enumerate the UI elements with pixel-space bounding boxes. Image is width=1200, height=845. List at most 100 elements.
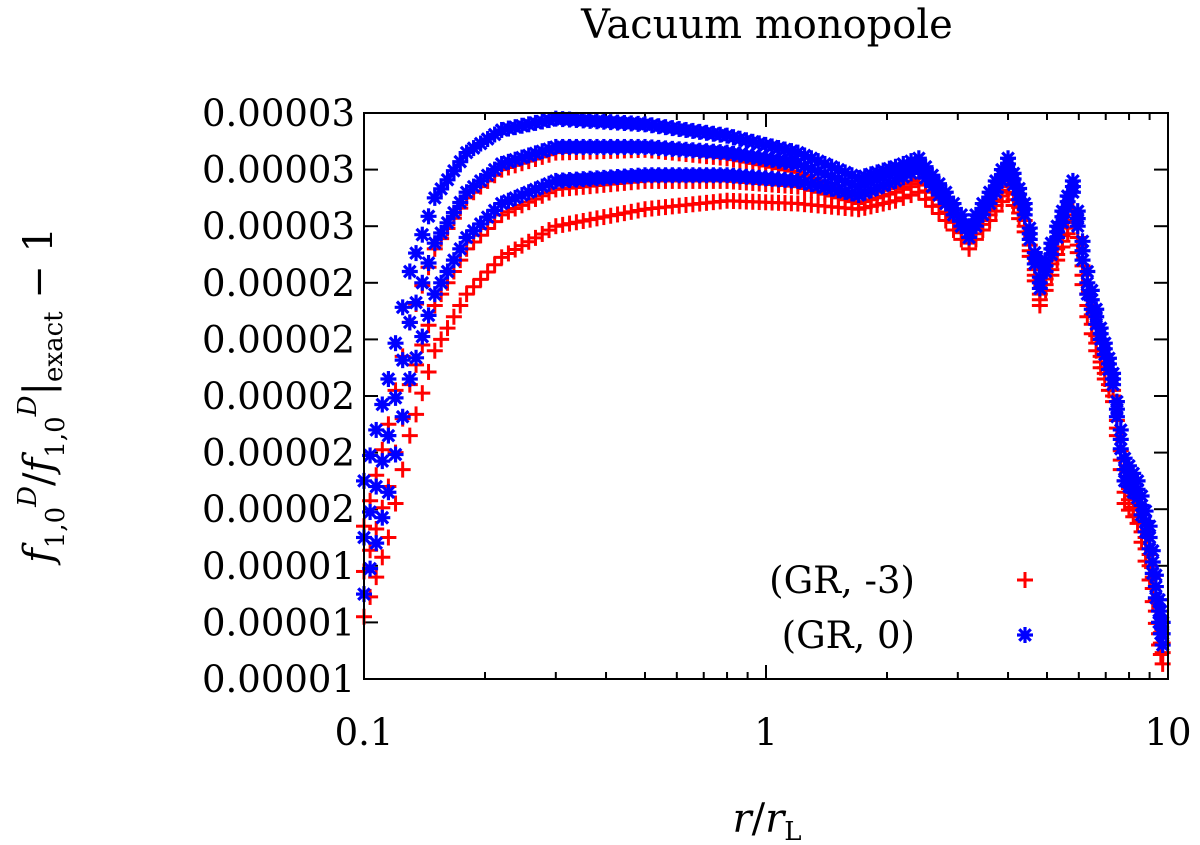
star-marker (1092, 320, 1109, 337)
y-tick-label: 0.00003 (202, 92, 355, 135)
star-marker (1100, 350, 1117, 367)
star-marker (981, 184, 998, 201)
star-marker (1112, 421, 1129, 438)
star-marker (387, 335, 404, 352)
star-marker (1026, 244, 1043, 261)
star-marker (1043, 235, 1060, 252)
y-tick-label: 0.00002 (202, 375, 355, 418)
star-marker (1016, 195, 1033, 212)
star-marker (401, 314, 418, 331)
y-axis-label: f1,0D/f1,0D|exact − 1 (13, 227, 71, 566)
plus-marker (394, 461, 411, 478)
star-marker (433, 180, 450, 197)
star-marker (961, 218, 978, 235)
star-marker (420, 307, 437, 324)
plus-marker (414, 385, 431, 402)
star-marker (433, 274, 450, 291)
plus-marker (486, 256, 503, 273)
star-marker (987, 172, 1004, 189)
star-marker (387, 389, 404, 406)
star-marker (1054, 203, 1071, 220)
star-marker (1000, 150, 1017, 167)
star-marker (1088, 301, 1105, 318)
star-marker (439, 171, 456, 188)
star-marker (1011, 180, 1028, 197)
plus-marker (445, 308, 462, 325)
y-tick-labels: 0.00003 0.00003 0.00003 0.00002 0.00002 0.000… (202, 92, 355, 701)
star-marker (1049, 218, 1066, 235)
plus-marker (479, 264, 496, 281)
plus-marker (401, 427, 418, 444)
star-marker (1105, 365, 1122, 382)
plus-marker (458, 286, 475, 303)
plus-marker (380, 529, 397, 546)
y-tick-label: 0.00001 (202, 545, 355, 588)
star-marker (374, 509, 391, 526)
plus-marker (387, 495, 404, 512)
star-marker (414, 274, 431, 291)
star-marker (380, 427, 397, 444)
star-marker (910, 150, 927, 167)
x-tick-label: 1 (754, 711, 778, 754)
y-tick-label: 0.00003 (202, 205, 355, 248)
legend-label: (GR, -3) (769, 559, 915, 602)
plus-marker (426, 342, 443, 359)
star-marker (1083, 282, 1100, 299)
plus-marker (368, 569, 385, 586)
plus-marker (1017, 572, 1033, 588)
star-marker (439, 263, 456, 280)
star-marker (368, 478, 385, 495)
star-marker (426, 286, 443, 303)
plus-marker (452, 297, 469, 314)
star-marker (401, 263, 418, 280)
star-marker (408, 294, 425, 311)
star-marker (414, 328, 431, 345)
y-tick-label: 0.00002 (202, 318, 355, 361)
star-marker (856, 168, 873, 185)
star-marker (1074, 233, 1091, 250)
star-marker (1079, 263, 1096, 280)
star-marker (445, 252, 462, 269)
star-marker (426, 189, 443, 206)
x-axis-label: r/rL (733, 796, 802, 845)
star-marker (953, 206, 970, 223)
star-marker (1017, 627, 1033, 643)
star-marker (394, 352, 411, 369)
legend: (GR, -3) (GR, 0) (769, 559, 1033, 657)
chart-title: Vacuum monopole (580, 2, 953, 48)
star-marker (1059, 188, 1076, 205)
star-marker (408, 245, 425, 262)
star-marker (394, 408, 411, 425)
star-marker (452, 240, 469, 257)
plus-marker (439, 320, 456, 337)
plot-frame (363, 112, 1169, 680)
star-marker (394, 299, 411, 316)
plus-marker (368, 521, 385, 538)
star-marker (1108, 393, 1125, 410)
y-tick-label: 0.00003 (202, 149, 355, 192)
star-marker (445, 162, 462, 179)
star-marker (368, 535, 385, 552)
star-marker (374, 396, 391, 413)
star-marker (1147, 567, 1164, 584)
star-marker (1021, 220, 1038, 237)
plus-marker (420, 363, 437, 380)
y-tick-label: 0.00002 (202, 488, 355, 531)
star-marker (408, 349, 425, 366)
star-marker (368, 421, 385, 438)
plus-marker (408, 406, 425, 423)
star-marker (1133, 487, 1150, 504)
star-marker (945, 195, 962, 212)
x-tick-label: 0.1 (335, 711, 394, 754)
star-marker (1031, 269, 1048, 286)
star-marker (1137, 503, 1154, 520)
y-tick-label: 0.00002 (202, 262, 355, 305)
star-marker (1096, 335, 1113, 352)
star-marker (1069, 203, 1086, 220)
plus-marker (374, 549, 391, 566)
star-marker (974, 195, 991, 212)
star-marker (362, 447, 379, 464)
star-marker (414, 226, 431, 243)
star-marker (452, 153, 469, 170)
